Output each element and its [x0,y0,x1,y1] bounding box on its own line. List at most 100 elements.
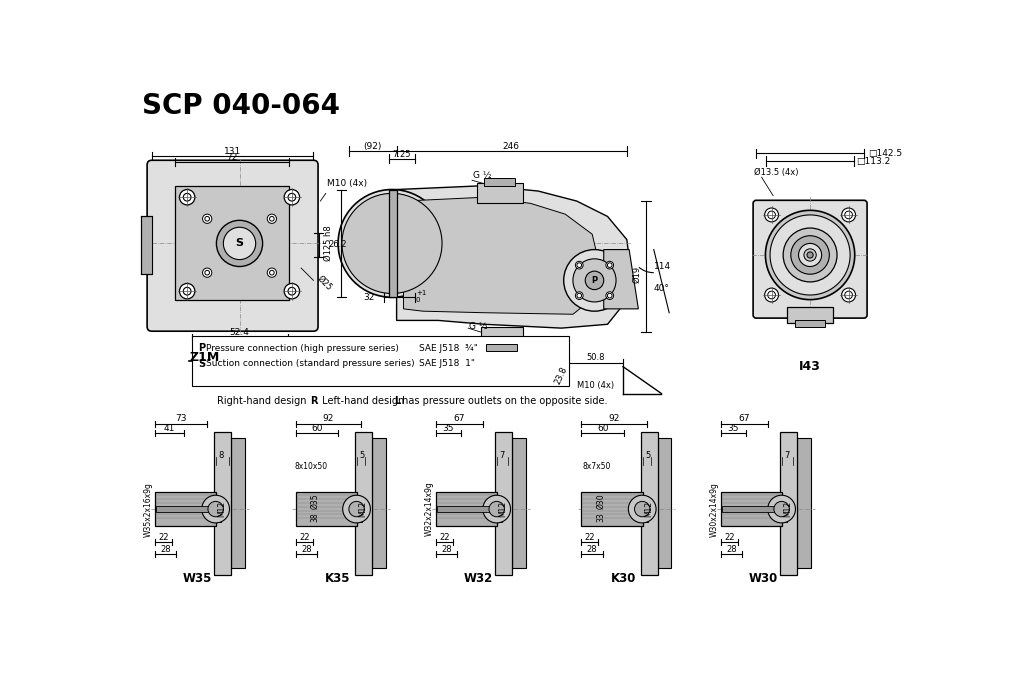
Bar [641,432,658,575]
Text: 114: 114 [653,262,671,271]
Text: 67: 67 [454,415,466,424]
Circle shape [774,501,789,517]
Text: 7: 7 [785,451,790,460]
Bar [495,432,513,575]
Circle shape [268,214,277,223]
Text: 40°: 40° [653,283,670,293]
Circle shape [284,189,299,205]
Bar [437,506,496,512]
Bar [497,496,502,522]
Circle shape [268,268,277,277]
Text: 26.2: 26.2 [329,240,347,249]
Text: 92: 92 [609,415,620,424]
Text: Ø25: Ø25 [314,274,334,293]
Text: 5: 5 [645,451,650,460]
Circle shape [841,288,856,302]
Circle shape [576,262,583,269]
Text: 32: 32 [363,293,375,302]
Circle shape [573,259,616,302]
Text: 60: 60 [597,424,609,434]
Bar [484,178,516,186]
Polygon shape [396,186,631,328]
Bar [477,183,523,203]
Circle shape [605,291,614,300]
Bar [782,496,787,522]
Circle shape [216,221,262,266]
Circle shape [202,495,230,523]
Text: K35: K35 [326,572,351,585]
Text: (92): (92) [363,142,382,151]
Text: 246: 246 [502,142,520,151]
Text: W32x2x14x9g: W32x2x14x9g [425,481,434,537]
Text: M12: M12 [358,501,368,517]
Text: G ½: G ½ [469,322,488,331]
Circle shape [628,495,657,523]
Circle shape [564,249,625,311]
Text: 8: 8 [218,451,224,460]
Bar [486,343,517,351]
Text: Z1M: Z1M [190,351,220,364]
Circle shape [489,501,504,517]
Bar [175,187,289,300]
Bar [355,432,372,575]
Circle shape [791,236,829,274]
Bar [349,223,389,225]
Bar [156,506,214,512]
Text: 23.8: 23.8 [553,366,570,386]
Circle shape [338,189,446,298]
Circle shape [483,495,510,523]
Bar [436,492,497,526]
Bar [372,439,386,569]
Circle shape [180,283,195,299]
Circle shape [807,252,813,258]
Bar [296,492,357,526]
Bar [722,506,781,512]
Text: SAE J518  ¾": SAE J518 ¾" [419,344,478,353]
Text: M10 (4x): M10 (4x) [327,179,367,188]
Text: 35: 35 [442,424,454,434]
Text: □113.2: □113.2 [857,157,890,165]
Text: 22: 22 [585,533,595,542]
Bar [214,432,231,575]
Text: 22: 22 [299,533,309,542]
Text: 41: 41 [163,424,175,434]
Circle shape [798,243,822,266]
Bar [794,321,826,327]
Bar [581,492,643,526]
Circle shape [634,501,650,517]
Circle shape [343,495,371,523]
Text: Right-hand design: Right-hand design [217,396,309,407]
Bar [787,307,833,323]
Text: S: S [236,238,244,249]
Circle shape [342,193,442,294]
Text: 73: 73 [175,415,187,424]
Text: P: P [591,276,597,285]
Bar [155,492,216,526]
Text: Pressure connection (high pressure series): Pressure connection (high pressure serie… [205,344,398,353]
Bar [231,439,245,569]
Text: M12: M12 [217,501,227,517]
Circle shape [202,214,211,223]
Bar [643,496,647,522]
Text: W32: W32 [464,572,493,585]
Text: □142.5: □142.5 [868,149,902,158]
Text: 28: 28 [726,545,737,554]
Text: 60: 60 [311,424,323,434]
Text: 67: 67 [739,415,750,424]
Bar [216,496,221,522]
Polygon shape [403,197,600,314]
Text: SCP 040-064: SCP 040-064 [142,93,340,121]
Text: M10 (4x): M10 (4x) [578,381,615,390]
Polygon shape [603,249,638,309]
Text: 38: 38 [310,512,320,522]
Circle shape [765,288,779,302]
Text: L: L [394,396,400,407]
Text: SAE J518  1": SAE J518 1" [419,359,475,368]
Text: M12: M12 [783,501,792,517]
Bar [658,439,672,569]
Text: 131: 131 [224,147,241,157]
Text: 8x7x50: 8x7x50 [583,462,611,471]
Text: W30: W30 [748,572,778,585]
Text: S: S [198,358,205,368]
Text: I43: I43 [799,360,821,373]
